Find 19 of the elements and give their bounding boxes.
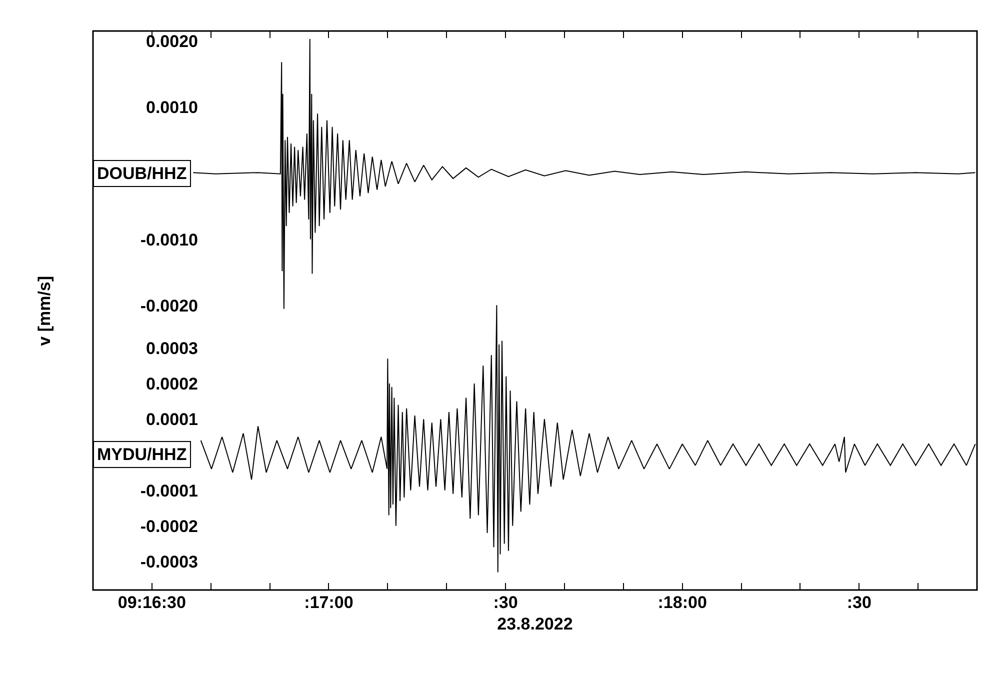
y-tick-label: 0.0020: [146, 32, 198, 51]
series-label: DOUB/HHZ: [97, 164, 187, 183]
x-axis-title: 23.8.2022: [497, 614, 573, 634]
y-tick-label: 0.0003: [146, 338, 198, 358]
y-tick-label: 0.0002: [146, 374, 198, 394]
y-tick-label: -0.0010: [140, 230, 198, 250]
x-tick-label: :17:00: [304, 593, 354, 612]
y-axis-title: v [mm/s]: [34, 276, 54, 346]
x-tick-label: :30: [846, 593, 872, 612]
y-tick-label: 0.0001: [146, 410, 198, 430]
y-tick-label: -0.0003: [140, 552, 198, 572]
series-label: MYDU/HHZ: [97, 445, 187, 464]
x-tick-label: 09:16:30: [118, 593, 186, 612]
y-tick-label: -0.0020: [140, 296, 198, 316]
x-tick-label: :18:00: [658, 593, 707, 612]
y-tick-label: -0.0001: [140, 481, 198, 500]
x-tick-label: :30: [493, 593, 518, 612]
y-tick-label: -0.0002: [140, 516, 198, 536]
y-tick-label: 0.0010: [146, 98, 198, 118]
